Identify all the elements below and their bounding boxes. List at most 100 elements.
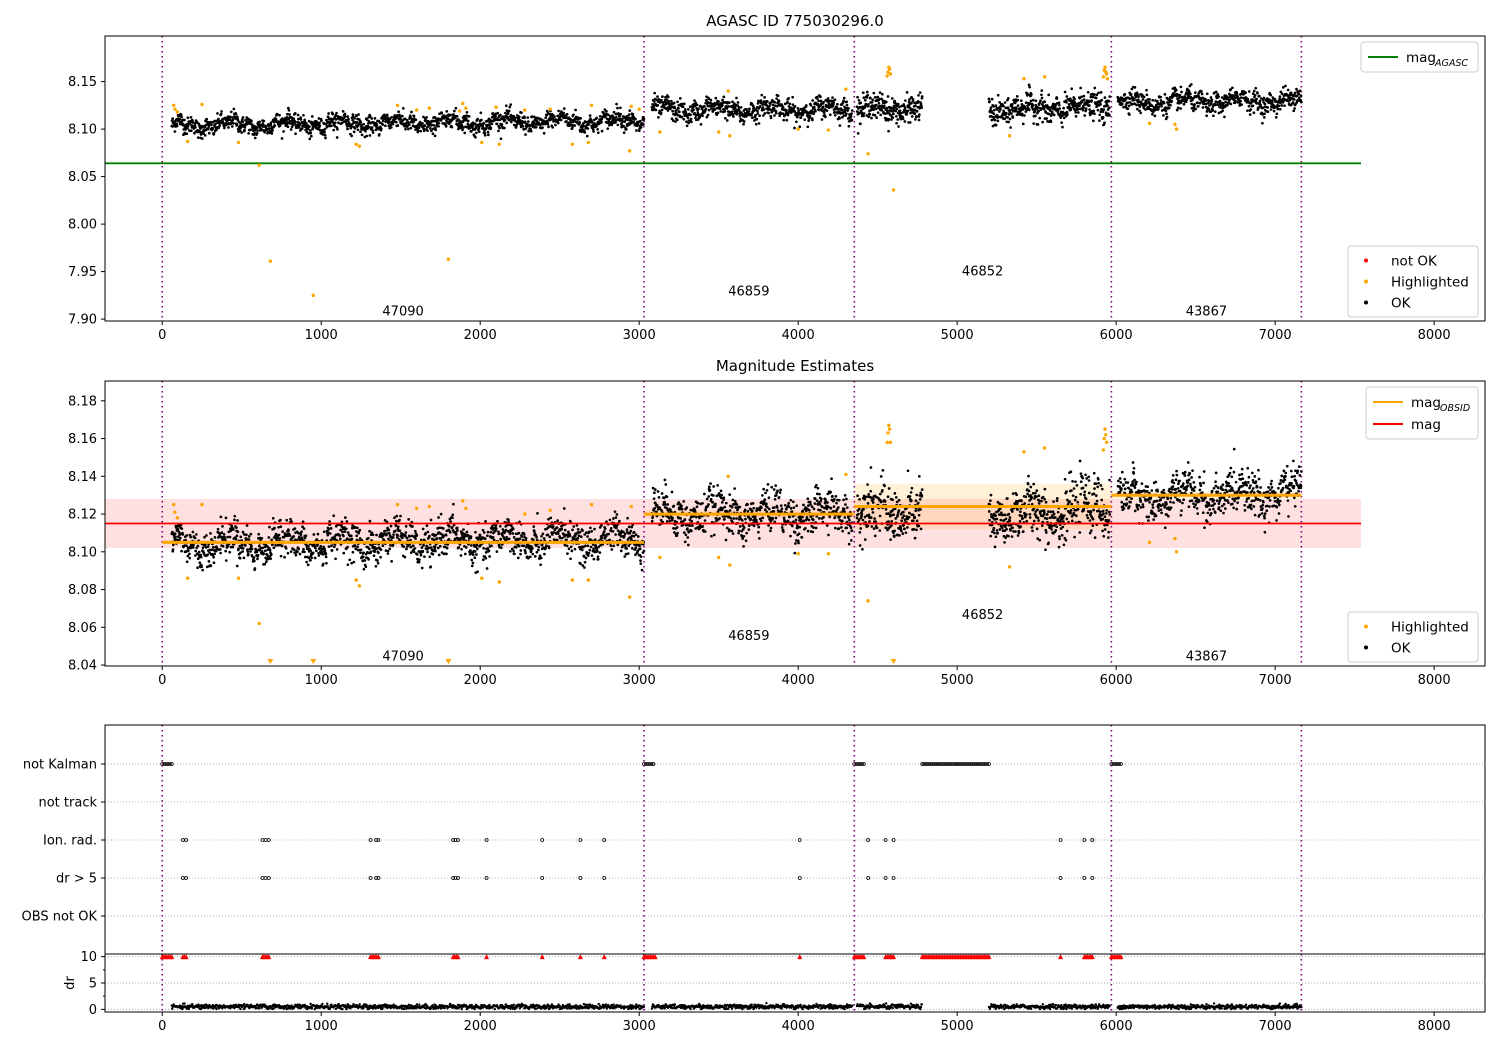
- ok-point: [386, 549, 390, 553]
- ok-point: [634, 117, 637, 121]
- ok-point: [671, 109, 674, 113]
- ok-point: [231, 545, 235, 549]
- ok-point: [884, 112, 887, 116]
- ok-point: [763, 96, 766, 99]
- ok-point: [256, 553, 260, 557]
- ok-point: [324, 555, 328, 559]
- ok-point: [517, 544, 521, 548]
- ok-point: [639, 125, 643, 129]
- ok-point: [232, 107, 236, 111]
- ok-point: [814, 109, 817, 113]
- ok-point: [838, 124, 842, 127]
- ok-point: [917, 113, 921, 116]
- ok-point: [862, 114, 865, 118]
- ok-point: [785, 118, 789, 122]
- ok-point: [207, 131, 211, 135]
- ok-point: [271, 129, 274, 132]
- ok-point: [376, 561, 380, 565]
- ok-point: [213, 119, 216, 123]
- ok-point: [524, 536, 528, 540]
- ok-point: [213, 552, 216, 556]
- x-tick-label: 5000: [941, 328, 974, 343]
- ok-point: [366, 536, 370, 540]
- ok-point: [1047, 93, 1051, 97]
- ok-point: [850, 118, 854, 122]
- ok-point: [293, 120, 297, 123]
- highlighted-point: [257, 163, 261, 167]
- ok-point: [273, 124, 277, 128]
- ok-point: [722, 95, 726, 99]
- ok-point: [793, 126, 796, 130]
- ok-point: [1057, 101, 1061, 105]
- ok-point: [247, 535, 251, 538]
- ok-point: [327, 545, 331, 548]
- ok-point: [626, 116, 630, 119]
- ok-point: [394, 529, 397, 533]
- ok-point: [477, 127, 481, 131]
- highlighted-point: [726, 89, 730, 93]
- ok-point: [593, 527, 596, 531]
- ok-point: [494, 114, 497, 118]
- ok-point: [622, 124, 625, 128]
- ok-point: [429, 127, 432, 130]
- ok-point: [704, 107, 708, 111]
- ok-point: [1221, 109, 1224, 113]
- ok-point: [287, 108, 291, 112]
- ok-point: [1251, 104, 1255, 108]
- ok-point: [236, 519, 239, 522]
- ok-point: [371, 129, 375, 132]
- ok-point: [882, 104, 886, 108]
- ok-point: [416, 129, 420, 132]
- ok-point: [787, 97, 791, 100]
- ok-point: [306, 127, 310, 131]
- ok-point: [194, 549, 198, 553]
- ok-point: [1182, 102, 1186, 106]
- ok-point: [249, 128, 253, 132]
- ok-point: [1253, 94, 1257, 97]
- ok-point: [1065, 110, 1069, 114]
- ok-point: [580, 548, 584, 552]
- ok-point: [1164, 109, 1168, 113]
- ok-point: [1249, 108, 1253, 111]
- ok-point: [527, 120, 530, 123]
- ok-point: [1133, 85, 1137, 89]
- ok-point: [612, 517, 615, 520]
- ok-point: [210, 548, 214, 552]
- ok-point: [1192, 109, 1195, 113]
- ok-point: [226, 535, 229, 539]
- ok-point: [356, 128, 360, 132]
- ok-point: [863, 98, 867, 102]
- ok-point: [664, 95, 667, 99]
- ok-point: [689, 113, 692, 117]
- ok-point: [262, 552, 266, 555]
- ok-point: [364, 565, 368, 569]
- ok-point: [735, 96, 738, 100]
- ok-point: [172, 543, 175, 547]
- ok-point: [281, 530, 285, 534]
- highlighted-point: [357, 144, 362, 148]
- ok-point: [186, 554, 190, 558]
- ok-point: [449, 113, 452, 117]
- ok-point: [268, 127, 271, 130]
- x-tick-label: 1000: [305, 328, 338, 343]
- ok-point: [596, 557, 600, 561]
- ok-point: [890, 97, 894, 100]
- ok-point: [531, 552, 535, 556]
- ok-point: [865, 90, 869, 94]
- ok-point: [1038, 116, 1042, 120]
- ok-point: [1129, 93, 1133, 96]
- ok-point: [896, 118, 900, 121]
- ok-point: [326, 124, 330, 128]
- ok-point: [362, 567, 366, 571]
- ok-point: [757, 122, 761, 125]
- ok-point: [432, 538, 436, 542]
- ok-point: [440, 111, 444, 115]
- ok-point: [638, 119, 642, 123]
- ok-point: [462, 528, 465, 531]
- x-tick-label: 0: [158, 328, 166, 343]
- ok-point: [1063, 90, 1067, 94]
- ok-point: [537, 548, 540, 552]
- ok-point: [383, 529, 387, 533]
- ok-point: [1079, 86, 1083, 90]
- ok-point: [486, 534, 489, 538]
